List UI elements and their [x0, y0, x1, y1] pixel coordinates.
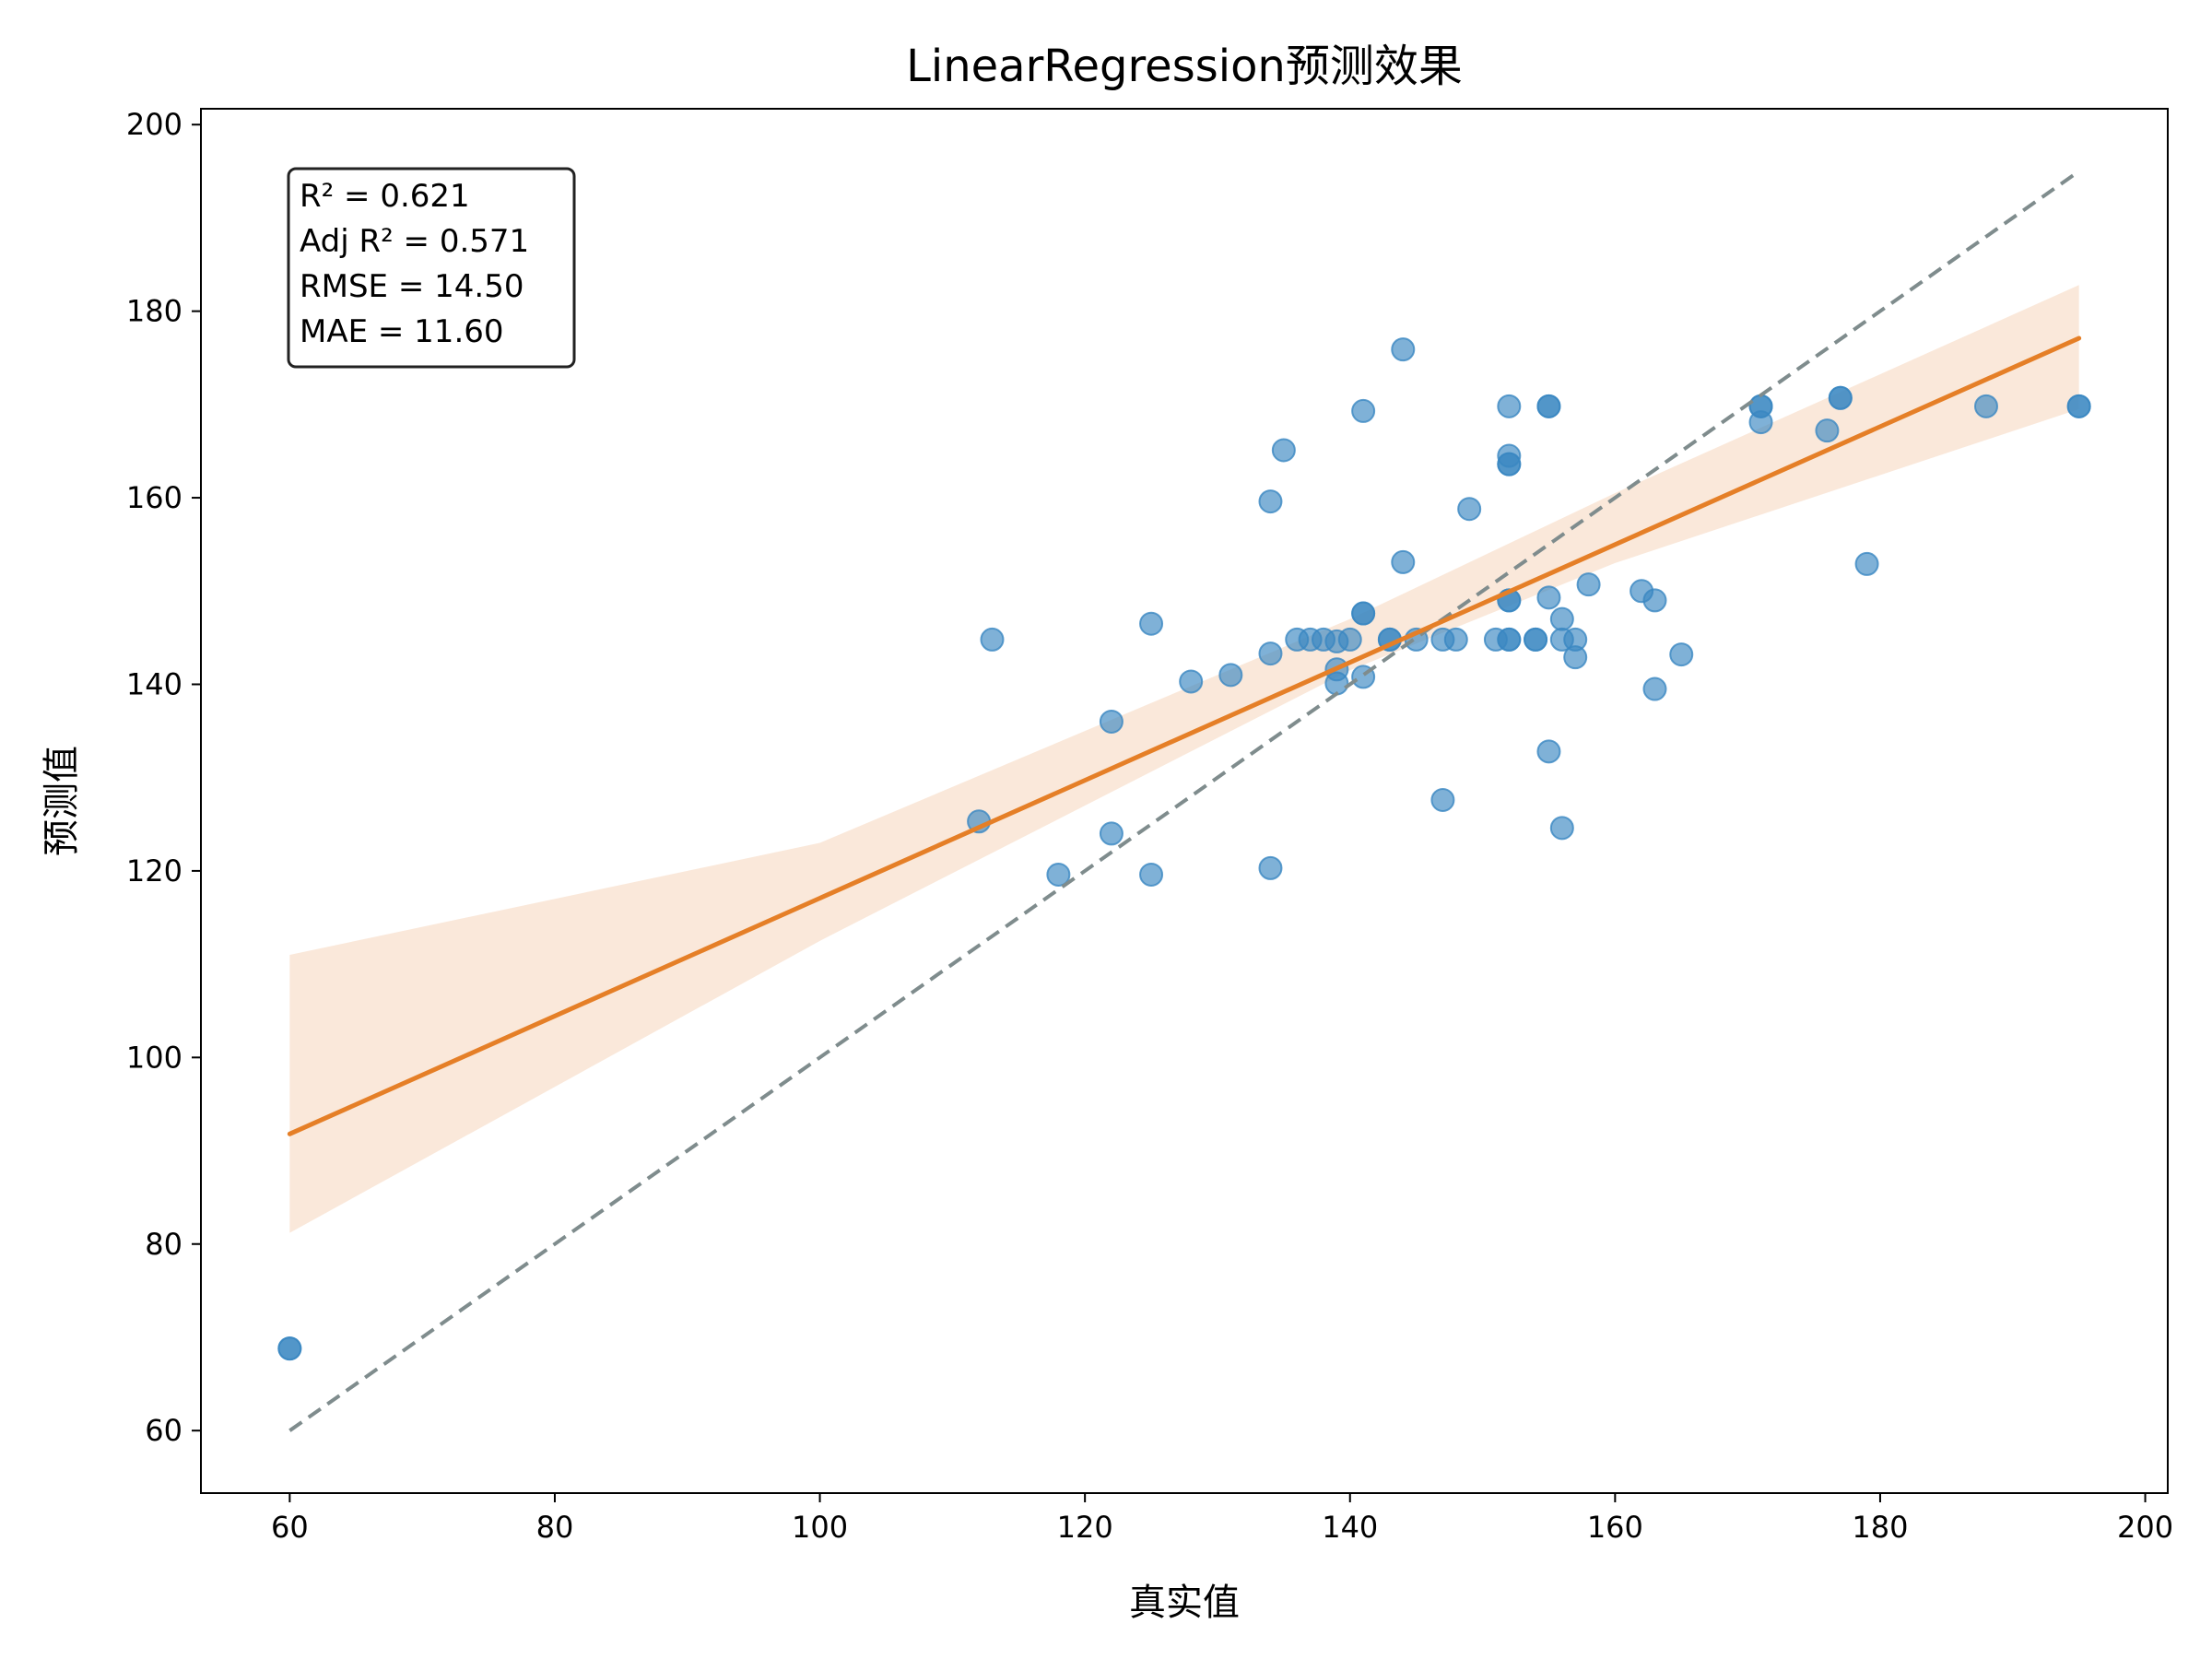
data-point [1669, 642, 1694, 667]
data-point [1549, 816, 1574, 841]
data-point [1524, 627, 1548, 652]
data-point [1258, 641, 1283, 666]
data-point [1549, 606, 1574, 631]
y-tick-label: 140 [126, 666, 182, 701]
x-tick-label: 60 [271, 1510, 309, 1545]
y-axis-title: 预测值 [41, 746, 83, 856]
data-point [1337, 627, 1362, 652]
data-point [1258, 855, 1283, 880]
data-point [1563, 627, 1588, 652]
data-point [1536, 585, 1561, 610]
y-tick-label: 180 [126, 294, 182, 329]
data-point [1748, 394, 1773, 418]
data-point [1536, 394, 1561, 418]
data-point [1139, 862, 1164, 887]
y-tick-label: 120 [126, 853, 182, 888]
x-tick-label: 100 [792, 1510, 848, 1545]
data-point [1642, 677, 1667, 701]
data-point [1642, 588, 1667, 613]
data-point [277, 1336, 302, 1361]
regression-fit-line [287, 335, 2082, 1136]
data-point [1391, 549, 1416, 574]
data-point [1046, 862, 1071, 887]
plot-frame [200, 108, 2169, 1494]
data-point [1497, 443, 1522, 468]
data-point [1099, 709, 1124, 734]
ideal-reference-line [288, 170, 2080, 1432]
data-point [1258, 489, 1283, 514]
data-point [1351, 601, 1376, 626]
data-point [1815, 418, 1840, 443]
data-point [2066, 394, 2091, 418]
stats-box: R² = 0.621 Adj R² = 0.571 RMSE = 14.50 M… [287, 167, 576, 369]
data-point [1324, 671, 1349, 696]
stats-box-frame [287, 167, 576, 369]
data-point [1099, 821, 1124, 846]
data-point [1973, 394, 1998, 418]
data-point [1430, 787, 1455, 812]
y-tick-label: 60 [145, 1413, 182, 1448]
data-point [1351, 398, 1376, 423]
data-point [1218, 663, 1243, 688]
stat-mae: MAE = 11.60 [300, 313, 504, 350]
data-point [1576, 572, 1601, 597]
x-tick-label: 200 [2117, 1510, 2173, 1545]
data-point [1497, 394, 1522, 418]
stat-adj-r2: Adj R² = 0.571 [300, 223, 529, 260]
data-point [1139, 611, 1164, 636]
y-tick-label: 80 [145, 1227, 182, 1262]
y-tick-label: 160 [126, 480, 182, 515]
x-tick-label: 80 [536, 1510, 574, 1545]
data-point [1828, 385, 1853, 410]
y-tick-label: 100 [126, 1040, 182, 1075]
chart-title: LinearRegression预测效果 [906, 41, 1463, 92]
stat-r2: R² = 0.621 [300, 178, 470, 215]
y-tick-label: 200 [126, 107, 182, 142]
data-point [1497, 627, 1522, 652]
confidence-band [289, 285, 2079, 1233]
x-tick-label: 180 [1852, 1510, 1908, 1545]
x-tick-label: 140 [1322, 1510, 1378, 1545]
data-point [1271, 438, 1296, 463]
stat-rmse: RMSE = 14.50 [300, 268, 524, 305]
x-axis-title: 真实值 [1129, 1582, 1240, 1624]
data-point [1854, 551, 1879, 576]
data-point [1179, 669, 1204, 694]
data-point [1443, 627, 1468, 652]
x-tick-label: 120 [1057, 1510, 1113, 1545]
x-tick-label: 160 [1587, 1510, 1643, 1545]
data-point [1536, 739, 1561, 764]
data-point [1391, 337, 1416, 362]
data-point [980, 627, 1005, 652]
data-point [1457, 497, 1482, 522]
